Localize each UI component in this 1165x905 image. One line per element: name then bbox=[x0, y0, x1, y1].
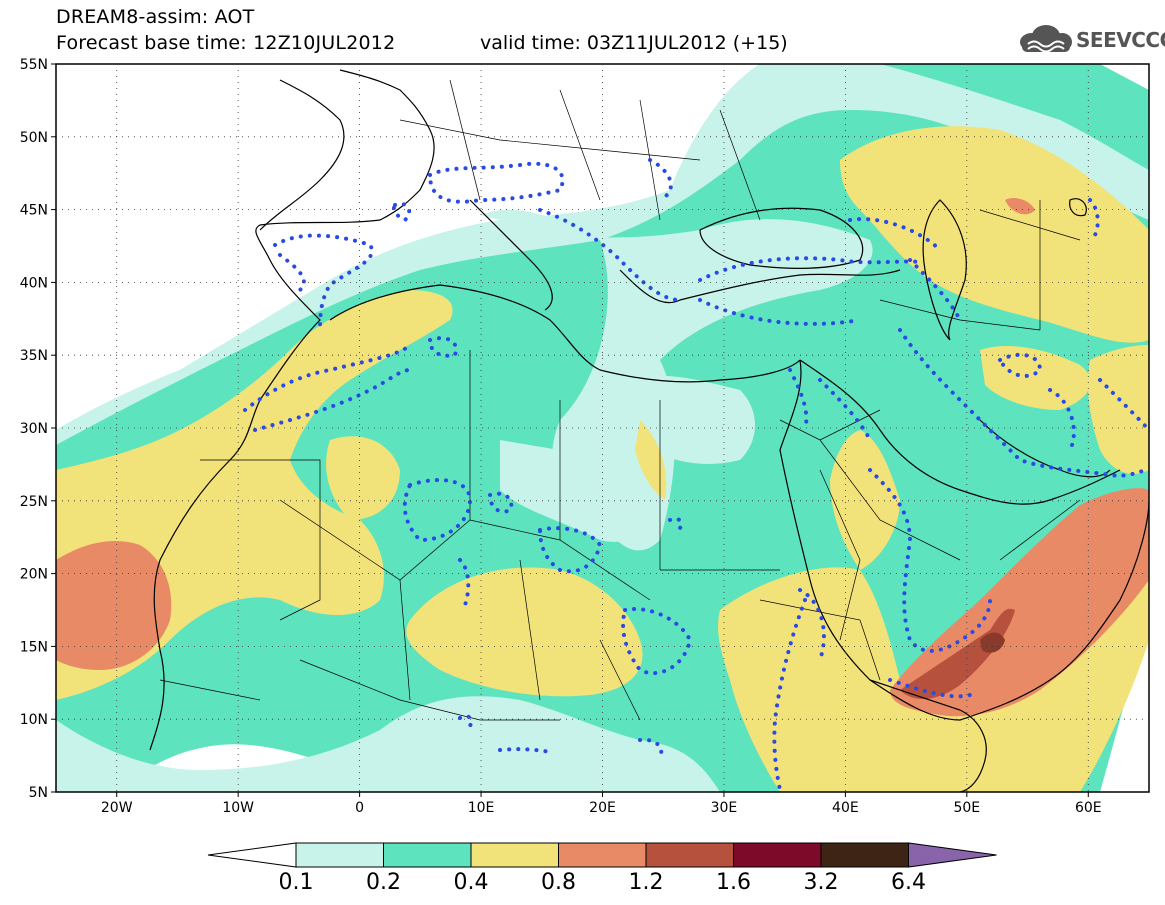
latitude-axis: 55N 50N 45N 40N 35N 30N 25N 20N 15N 10N 5N bbox=[20, 57, 56, 801]
longitude-label: 30E bbox=[711, 800, 738, 816]
map-title: DREAM8-assim: AOT bbox=[56, 6, 255, 28]
longitude-label: 20E bbox=[589, 800, 616, 816]
coastlines bbox=[149, 69, 1149, 792]
colorbar-label: 3.2 bbox=[803, 870, 839, 895]
colorbar-box bbox=[470, 842, 559, 868]
forecast-base-time: Forecast base time: 12Z10JUL2012 bbox=[56, 32, 396, 54]
latitude-label: 50N bbox=[20, 130, 48, 146]
colorbar-label: 0.1 bbox=[278, 870, 314, 895]
colorbar-box bbox=[733, 842, 822, 868]
colorbar-label: 0.4 bbox=[453, 870, 489, 895]
logo-text: SEEVCCC bbox=[1076, 28, 1165, 52]
aot-1.2-1.6 bbox=[900, 608, 1015, 700]
latitude-label: 20N bbox=[20, 567, 48, 583]
colorbar-label: 6.4 bbox=[891, 870, 926, 895]
country-borders bbox=[159, 79, 1081, 721]
longitude-label: 60E bbox=[1075, 800, 1102, 816]
latitude-label: 25N bbox=[20, 494, 48, 510]
latitude-label: 30N bbox=[20, 421, 48, 437]
colorbar-under-arrow bbox=[207, 842, 297, 868]
longitude-label: 20W bbox=[101, 800, 133, 816]
colorbar-box bbox=[295, 842, 384, 868]
colorbar-box bbox=[645, 842, 734, 868]
latitude-label: 35N bbox=[20, 348, 48, 364]
colorbar-box bbox=[383, 842, 472, 868]
colorbar-label: 1.2 bbox=[628, 870, 664, 895]
longitude-axis: 20W 10W 0 10E 20E 30E 40E 50E 60E bbox=[101, 792, 1102, 816]
latitude-label: 10N bbox=[20, 712, 48, 728]
longitude-label: 10W bbox=[222, 800, 254, 816]
colorbar-box bbox=[558, 842, 647, 868]
longitude-label: 50E bbox=[953, 800, 980, 816]
colorbar-label: 0.8 bbox=[541, 870, 576, 895]
longitude-label: 0 bbox=[355, 800, 364, 816]
valid-time: valid time: 03Z11JUL2012 (+15) bbox=[480, 32, 788, 54]
latitude-label: 5N bbox=[29, 785, 48, 801]
aot-0.8-1.2 bbox=[56, 540, 172, 670]
latitude-label: 45N bbox=[20, 203, 48, 219]
colorbar-box bbox=[820, 842, 909, 868]
latitude-label: 15N bbox=[20, 639, 48, 655]
colorbar bbox=[207, 842, 997, 868]
latitude-label: 40N bbox=[20, 275, 48, 291]
graticule bbox=[56, 64, 1149, 792]
longitude-label: 10E bbox=[468, 800, 495, 816]
colorbar-over-arrow bbox=[908, 842, 997, 868]
cloud-icon bbox=[1020, 25, 1072, 53]
longitude-label: 40E bbox=[832, 800, 859, 816]
colorbar-label: 0.2 bbox=[366, 870, 401, 895]
latitude-label: 55N bbox=[20, 57, 48, 73]
colorbar-label: 1.6 bbox=[716, 870, 751, 895]
dotted-contours bbox=[243, 158, 1149, 792]
